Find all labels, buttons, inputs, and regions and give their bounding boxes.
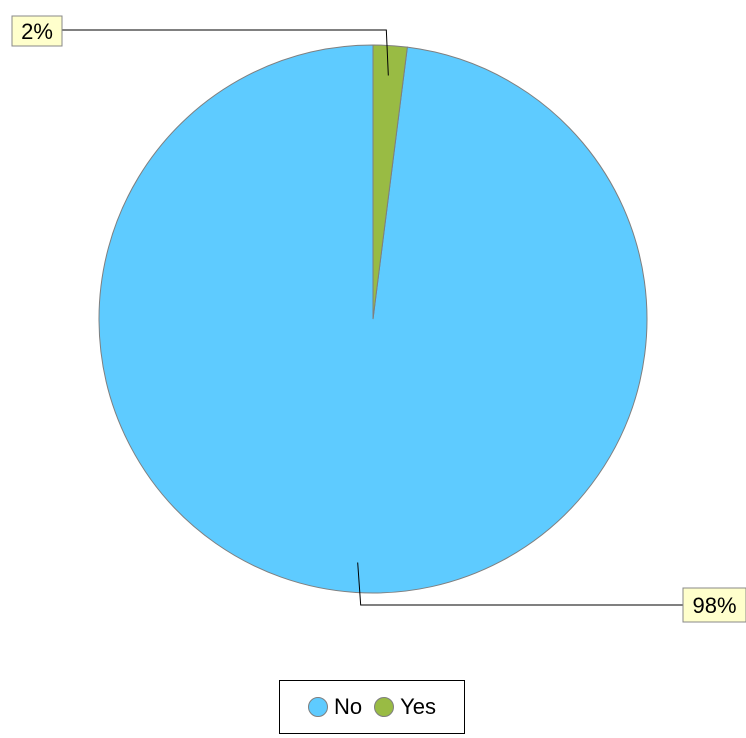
chart-legend: No Yes (279, 680, 465, 734)
legend-swatch-yes (374, 697, 395, 717)
pie-slice-yes (372, 44, 408, 320)
legend-label-no: No (333, 694, 363, 719)
legend-item-no: No (307, 694, 363, 720)
leader-line-no (357, 562, 683, 606)
legend-label-yes: Yes (400, 694, 436, 719)
legend-item-yes: Yes (374, 694, 436, 720)
data-label-yes: 2% (21, 19, 53, 44)
data-label-box-no (682, 587, 746, 623)
data-label-no: 98% (692, 593, 736, 618)
data-label-box-yes (11, 15, 63, 47)
legend-swatch-no (307, 697, 328, 717)
leader-line-yes (62, 29, 389, 76)
